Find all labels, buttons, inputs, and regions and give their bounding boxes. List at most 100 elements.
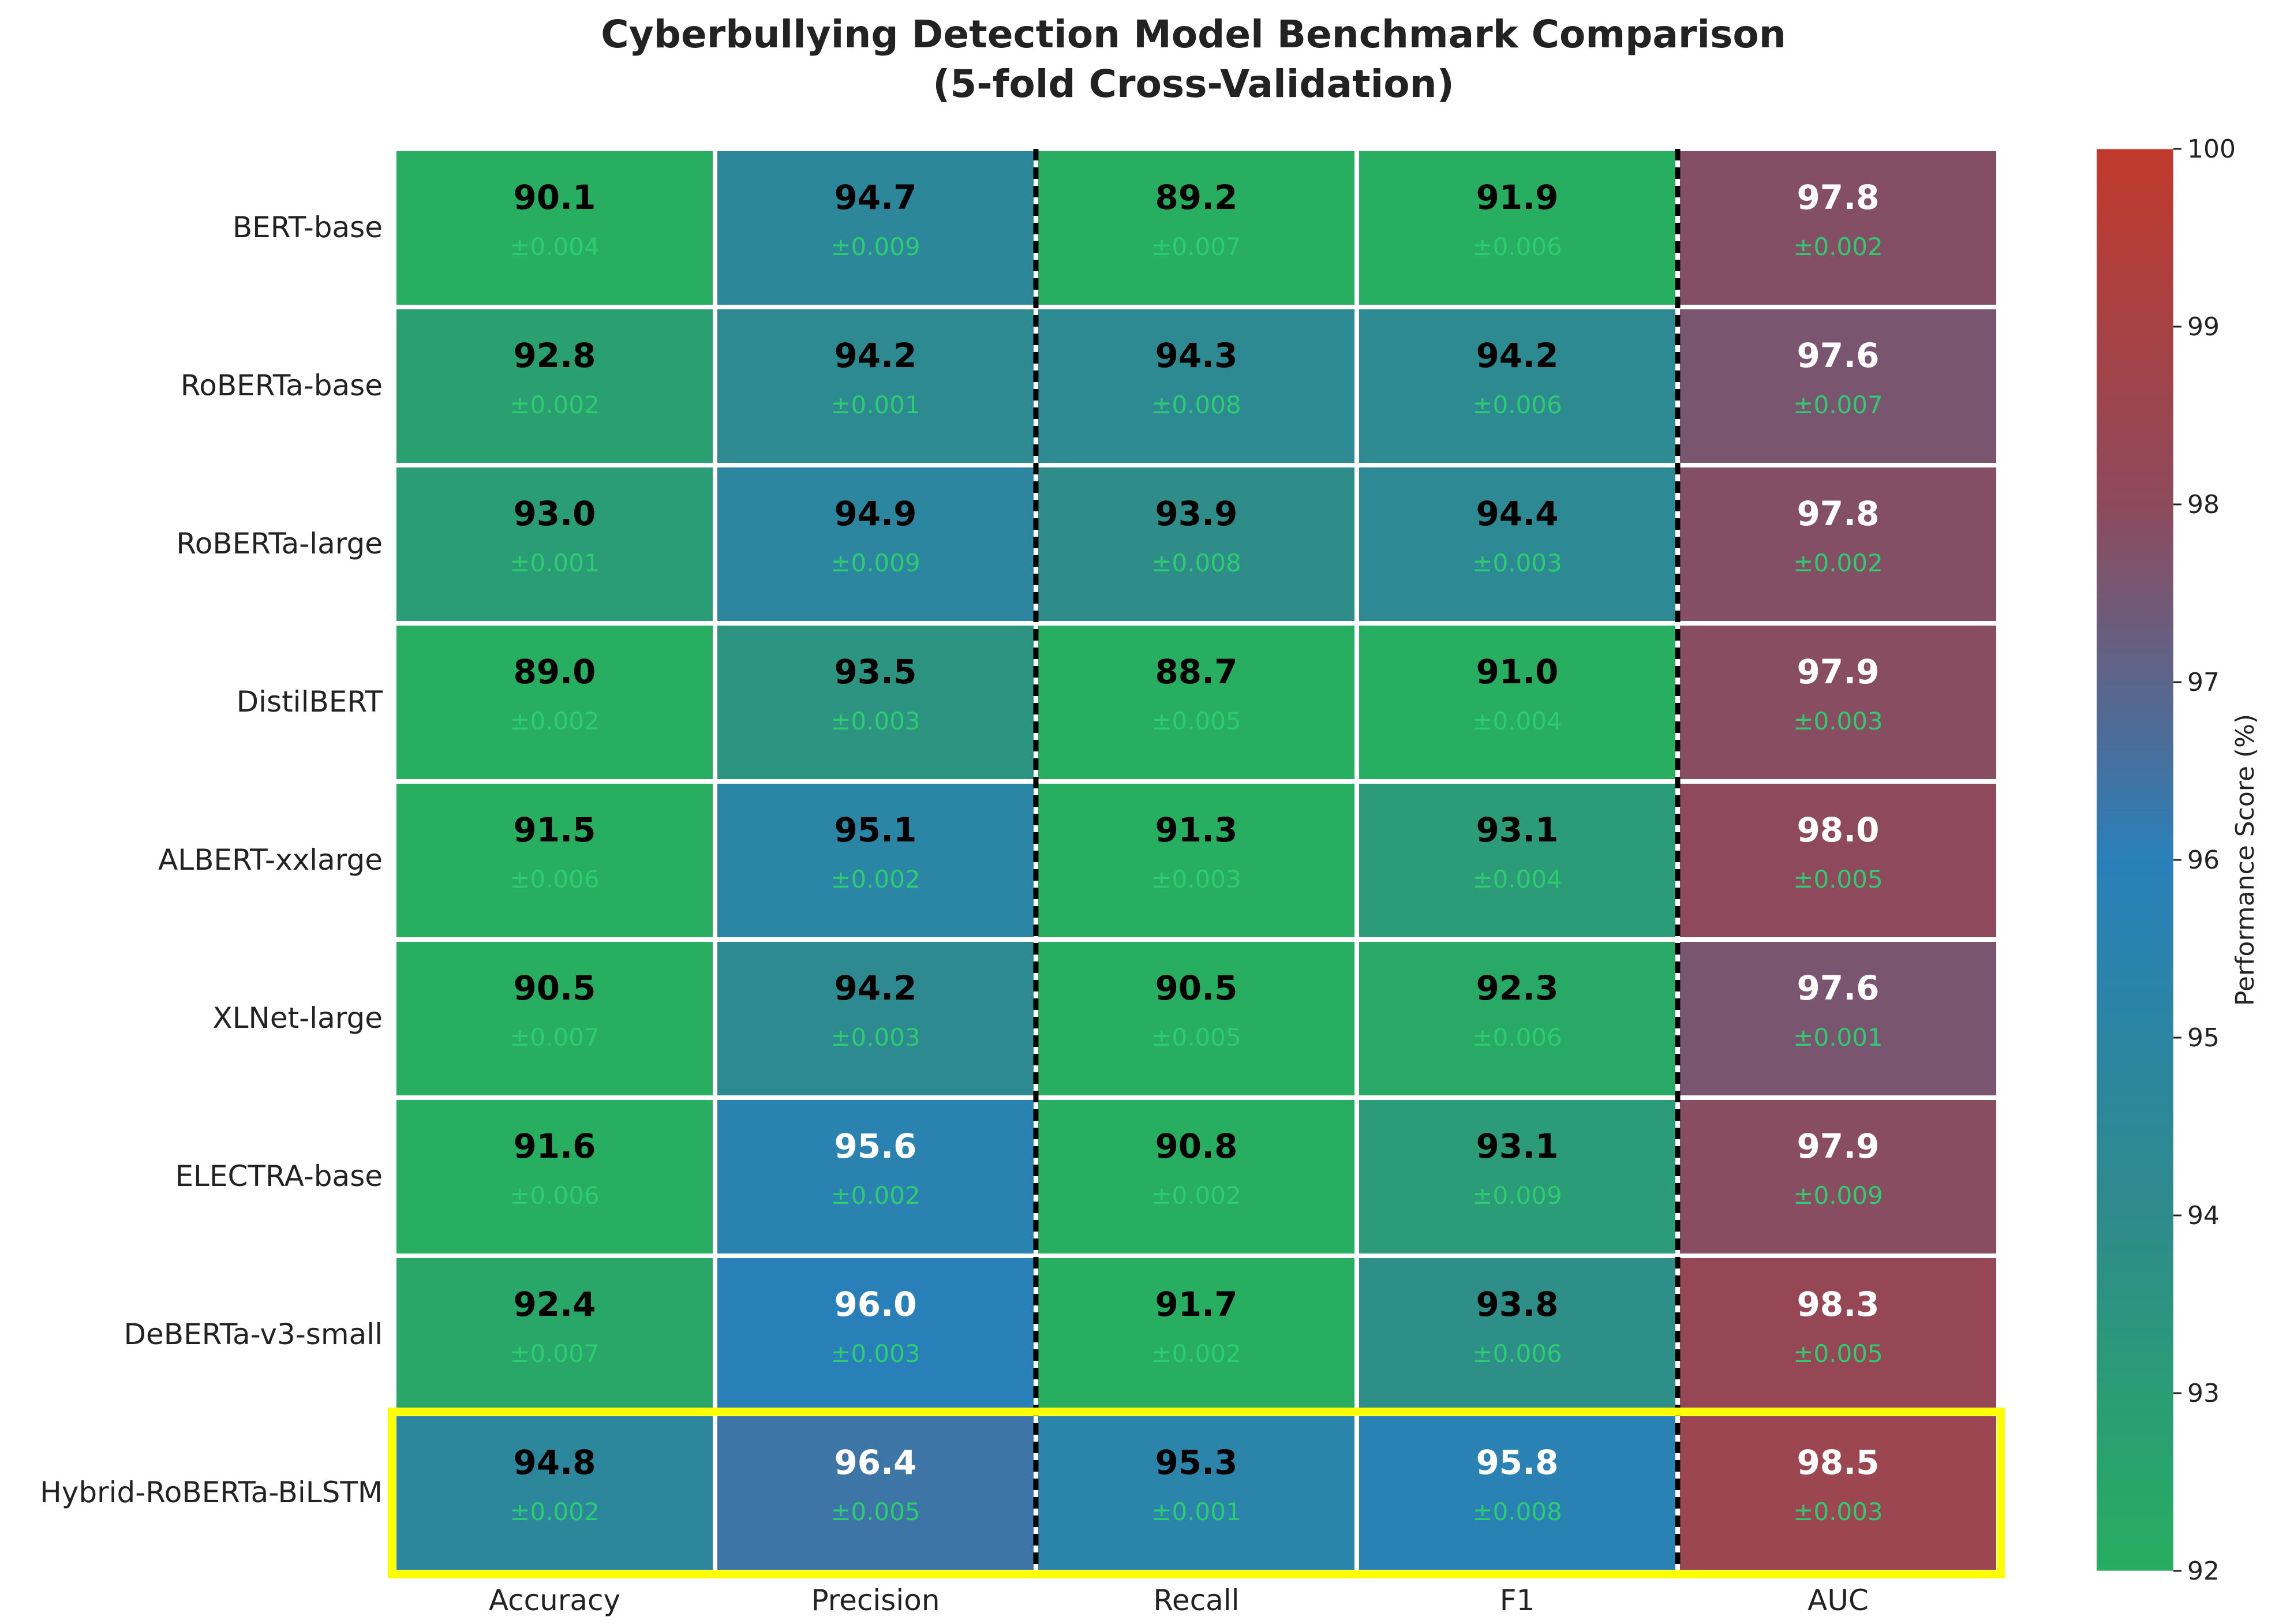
heatmap-cells: 90.1 ±0.004 94.7 ±0.009 89.2 ±0.007 91.9 ±0.006…: [392, 147, 2001, 1574]
column-labels: Accuracy Precision Recall F1 AUC: [489, 1584, 1869, 1617]
std-label: ±0.001: [1793, 1023, 1883, 1052]
value-label: 93.1: [1476, 1127, 1558, 1166]
std-label: ±0.002: [1793, 549, 1883, 577]
std-label: ±0.006: [510, 865, 599, 893]
column-label: Precision: [811, 1584, 940, 1617]
value-label: 97.9: [1797, 1127, 1879, 1166]
value-label: 94.4: [1476, 494, 1558, 533]
std-label: ±0.003: [830, 1339, 920, 1368]
std-label: ±0.003: [1793, 1498, 1883, 1526]
value-label: 98.5: [1797, 1443, 1879, 1482]
cell-deberta-v3-small-recall: [1034, 1253, 1359, 1416]
std-label: ±0.008: [1472, 1498, 1562, 1526]
value-label: 94.2: [1476, 336, 1558, 375]
cell-xlnet-large-recall: [1034, 937, 1359, 1100]
value-label: 97.8: [1797, 178, 1879, 217]
std-label: ±0.004: [1472, 707, 1562, 735]
colorbar-tick-label: 92: [2187, 1556, 2220, 1586]
value-label: 94.2: [834, 336, 916, 375]
cell-albert-xxlarge-f1: [1354, 779, 1680, 942]
cell-xlnet-large-accuracy: [392, 937, 717, 1100]
std-label: ±0.002: [1793, 233, 1883, 261]
column-label: AUC: [1808, 1584, 1869, 1617]
value-label: 89.2: [1155, 178, 1237, 217]
column-label: F1: [1500, 1584, 1535, 1617]
column-label: Accuracy: [489, 1584, 620, 1617]
cell-roberta-large-accuracy: [392, 463, 717, 626]
cell-electra-base-precision: [713, 1095, 1038, 1258]
column-separators: [1033, 149, 1681, 1572]
value-label: 97.8: [1797, 494, 1879, 533]
value-label: 91.0: [1476, 652, 1558, 691]
value-label: 93.9: [1155, 494, 1237, 533]
cell-electra-base-auc: [1675, 1095, 2001, 1258]
cell-hybrid-roberta-bilstm-f1: [1354, 1412, 1680, 1574]
value-label: 95.1: [834, 810, 916, 850]
std-label: ±0.007: [1793, 391, 1883, 419]
cell-bert-base-recall: [1034, 147, 1359, 309]
value-label: 94.2: [834, 968, 916, 1008]
value-label: 96.0: [834, 1285, 916, 1324]
value-label: 97.9: [1797, 652, 1879, 691]
cell-albert-xxlarge-auc: [1675, 779, 2001, 942]
std-label: ±0.002: [1151, 1339, 1241, 1368]
std-label: ±0.009: [830, 233, 920, 261]
cell-xlnet-large-auc: [1675, 937, 2001, 1100]
cell-deberta-v3-small-f1: [1354, 1253, 1680, 1416]
colorbar-ticks: 92 93 94 95 96 97 98 99 100: [2173, 134, 2236, 1586]
cell-distilbert-accuracy: [392, 621, 717, 784]
row-label: ALBERT-xxlarge: [158, 843, 383, 877]
value-label: 89.0: [513, 652, 596, 691]
value-label: 94.3: [1155, 336, 1237, 375]
cell-xlnet-large-precision: [713, 937, 1038, 1100]
std-label: ±0.001: [830, 391, 920, 419]
value-label: 94.8: [513, 1443, 596, 1482]
value-label: 91.6: [513, 1127, 596, 1166]
std-label: ±0.001: [1151, 1498, 1241, 1526]
std-label: ±0.005: [1151, 707, 1241, 735]
cell-hybrid-roberta-bilstm-auc: [1675, 1412, 2001, 1574]
colorbar-tick-label: 97: [2187, 668, 2220, 697]
value-label: 91.3: [1155, 810, 1237, 850]
value-label: 93.1: [1476, 810, 1558, 850]
std-label: ±0.008: [1151, 391, 1241, 419]
cell-electra-base-recall: [1034, 1095, 1359, 1258]
std-label: ±0.009: [1793, 1181, 1883, 1210]
std-label: ±0.002: [830, 865, 920, 893]
row-label: Hybrid-RoBERTa-BiLSTM: [40, 1476, 383, 1509]
value-label: 95.3: [1155, 1443, 1237, 1482]
value-label: 93.8: [1476, 1285, 1558, 1324]
row-label: XLNet-large: [212, 1001, 383, 1035]
std-label: ±0.002: [510, 1498, 599, 1526]
value-label: 90.1: [513, 178, 596, 217]
std-label: ±0.009: [1472, 1181, 1562, 1210]
std-label: ±0.005: [1793, 1339, 1883, 1368]
cell-roberta-base-auc: [1675, 305, 2001, 467]
value-label: 97.6: [1797, 968, 1879, 1008]
std-label: ±0.003: [1151, 865, 1241, 893]
cell-roberta-large-auc: [1675, 463, 2001, 626]
value-label: 98.3: [1797, 1285, 1879, 1324]
std-label: ±0.002: [830, 1181, 920, 1210]
chart-subtitle: (5-fold Cross-Validation): [933, 62, 1454, 106]
value-label: 95.8: [1476, 1443, 1558, 1482]
colorbar-tick-label: 96: [2187, 845, 2220, 875]
cell-bert-base-f1: [1354, 147, 1680, 309]
std-label: ±0.008: [1151, 549, 1241, 577]
cell-hybrid-roberta-bilstm-recall: [1034, 1412, 1359, 1574]
colorbar-tick-label: 94: [2187, 1201, 2220, 1230]
std-label: ±0.006: [1472, 1023, 1562, 1052]
std-label: ±0.007: [510, 1339, 599, 1368]
cell-xlnet-large-f1: [1354, 937, 1680, 1100]
cell-distilbert-f1: [1354, 621, 1680, 784]
cell-roberta-base-f1: [1354, 305, 1680, 467]
highlight-box: [388, 1408, 2005, 1578]
std-label: ±0.004: [510, 233, 599, 261]
value-label: 92.4: [513, 1285, 596, 1324]
value-label: 98.0: [1797, 810, 1879, 850]
cell-hybrid-roberta-bilstm-precision: [713, 1412, 1038, 1574]
row-label: ELECTRA-base: [175, 1159, 383, 1193]
value-label: 91.7: [1155, 1285, 1237, 1324]
cell-albert-xxlarge-recall: [1034, 779, 1359, 942]
value-label: 90.5: [513, 968, 596, 1008]
